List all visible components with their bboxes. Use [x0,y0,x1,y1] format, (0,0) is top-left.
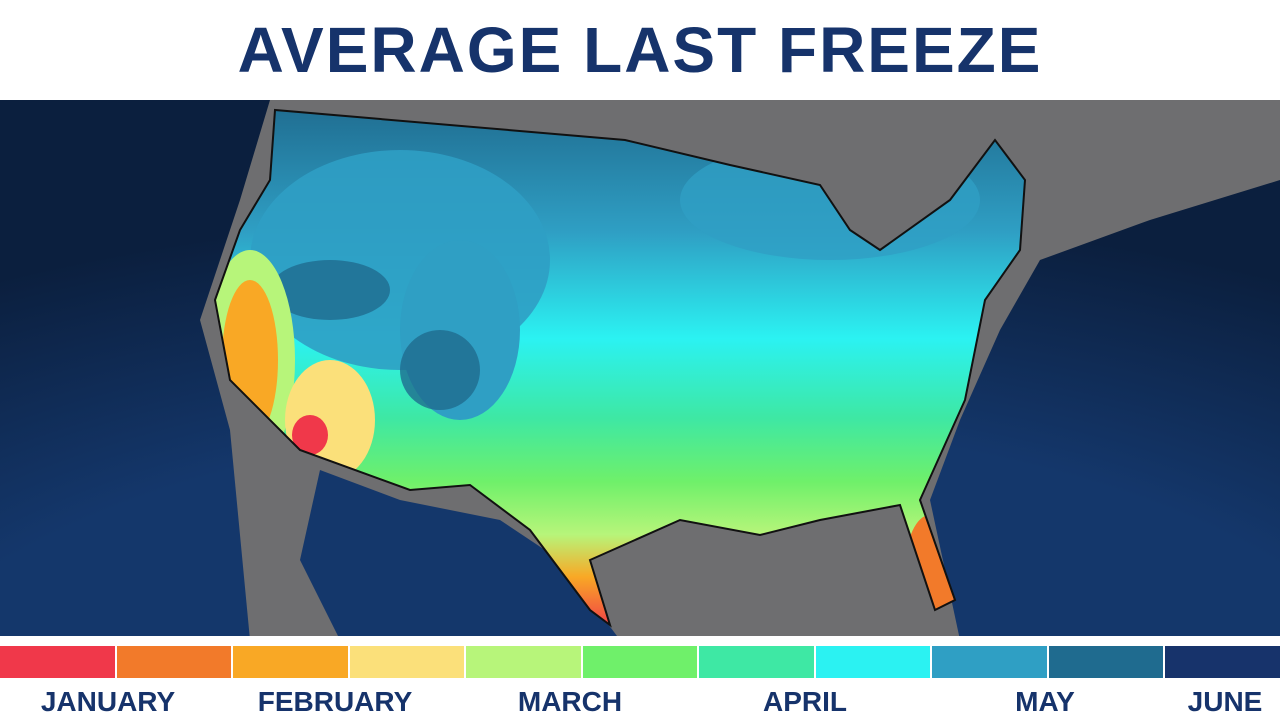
us-border [213,108,1027,628]
legend-swatch [466,646,581,678]
legend-swatch [1165,646,1280,678]
legend: JANUARY FEBRUARY MARCH APRIL MAY JUNE [0,646,1280,720]
legend-swatch [233,646,348,678]
title: AVERAGE LAST FREEZE [237,14,1043,86]
legend-swatch [932,646,1047,678]
legend-swatch [116,646,232,678]
legend-swatch [815,646,931,678]
legend-swatch [0,646,115,678]
legend-label: MAY [1015,686,1075,717]
legend-swatch [1048,646,1164,678]
legend-swatches [0,646,1280,678]
legend-label: JANUARY [40,686,176,717]
legend-swatch [699,646,814,678]
legend-label: FEBRUARY [257,686,413,717]
legend-label: MARCH [517,686,623,717]
legend-label: APRIL [763,686,847,717]
legend-label: JUNE [1187,686,1263,717]
map [0,100,1280,636]
legend-swatch [582,646,698,678]
legend-swatch [349,646,465,678]
